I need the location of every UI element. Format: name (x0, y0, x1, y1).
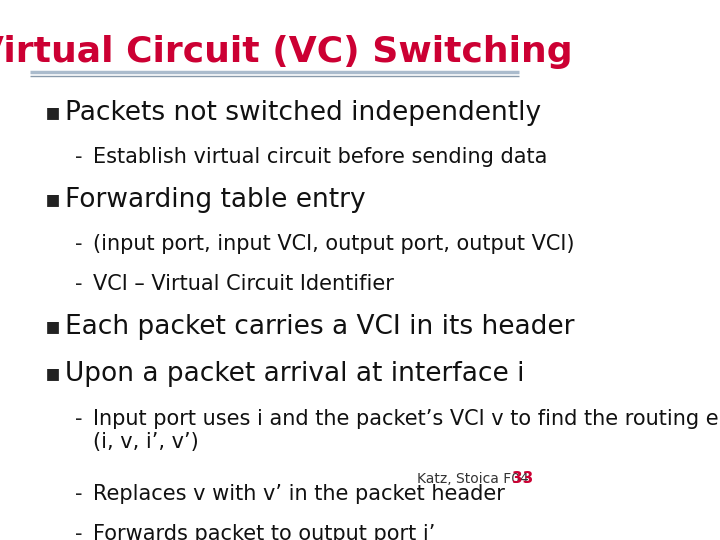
Text: ▪: ▪ (45, 187, 60, 211)
Text: (input port, input VCI, output port, output VCI): (input port, input VCI, output port, out… (94, 234, 575, 254)
Text: -: - (76, 409, 83, 429)
Text: -: - (76, 484, 83, 504)
Text: -: - (76, 234, 83, 254)
Text: Establish virtual circuit before sending data: Establish virtual circuit before sending… (94, 147, 548, 167)
Text: ▪: ▪ (45, 314, 60, 338)
Text: Virtual Circuit (VC) Switching: Virtual Circuit (VC) Switching (0, 35, 572, 69)
Text: VCI – Virtual Circuit Identifier: VCI – Virtual Circuit Identifier (94, 274, 394, 294)
Text: Forwarding table entry: Forwarding table entry (66, 187, 366, 213)
Text: Packets not switched independently: Packets not switched independently (66, 100, 541, 126)
Text: Replaces v with v’ in the packet header: Replaces v with v’ in the packet header (94, 484, 505, 504)
Text: 33: 33 (512, 471, 533, 486)
Text: Forwards packet to output port i’: Forwards packet to output port i’ (94, 524, 436, 540)
Text: Upon a packet arrival at interface i: Upon a packet arrival at interface i (66, 361, 525, 387)
Text: Each packet carries a VCI in its header: Each packet carries a VCI in its header (66, 314, 575, 340)
Text: Katz, Stoica F04: Katz, Stoica F04 (417, 472, 528, 486)
Text: -: - (76, 147, 83, 167)
Text: ▪: ▪ (45, 100, 60, 124)
Text: -: - (76, 524, 83, 540)
Text: ▪: ▪ (45, 361, 60, 386)
Text: Input port uses i and the packet’s VCI v to find the routing entry
(i, v, i’, v’: Input port uses i and the packet’s VCI v… (94, 409, 720, 452)
Text: -: - (76, 274, 83, 294)
